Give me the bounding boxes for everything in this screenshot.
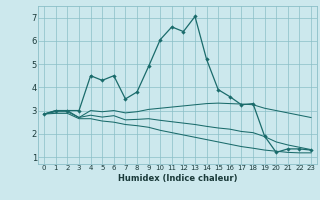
X-axis label: Humidex (Indice chaleur): Humidex (Indice chaleur) (118, 174, 237, 183)
